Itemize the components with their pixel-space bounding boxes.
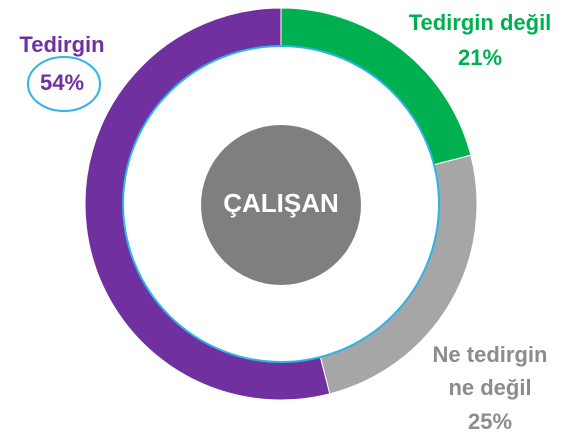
category-label: Tedirgin değil <box>408 10 552 35</box>
highlight-ellipse <box>27 56 101 112</box>
category-label: Tedirgin <box>19 32 105 57</box>
value-label: 21% <box>457 45 503 70</box>
category-label: Ne tedirgin ne değil <box>432 342 548 400</box>
center-circle <box>201 125 361 285</box>
value-label: 54% <box>39 70 85 95</box>
center-label: ÇALIŞAN <box>223 188 339 218</box>
value-label: 25% <box>467 409 513 434</box>
